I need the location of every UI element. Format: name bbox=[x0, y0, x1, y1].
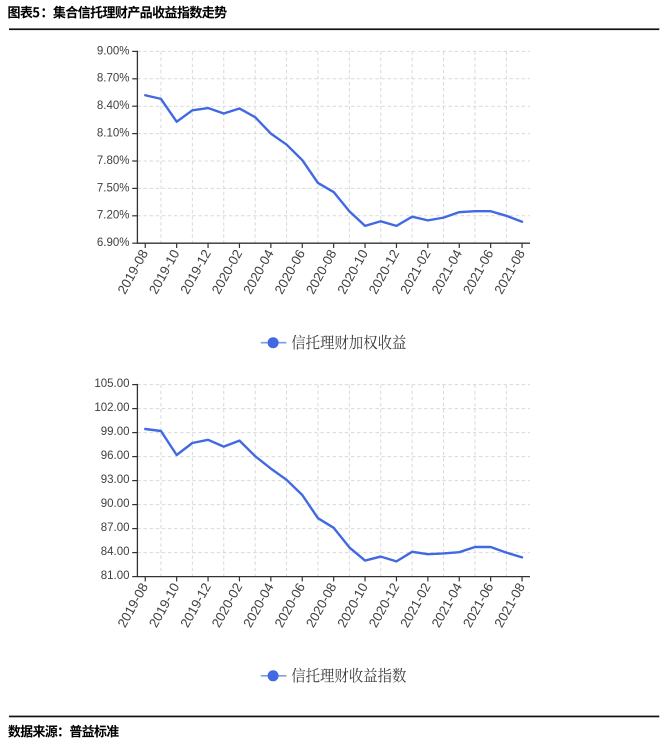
svg-text:6.90%: 6.90% bbox=[97, 237, 130, 249]
svg-text:8.40%: 8.40% bbox=[97, 100, 130, 112]
svg-text:93.00: 93.00 bbox=[101, 474, 130, 486]
svg-text:7.20%: 7.20% bbox=[97, 210, 130, 222]
svg-text:87.00: 87.00 bbox=[101, 522, 130, 534]
svg-text:8.70%: 8.70% bbox=[97, 73, 130, 85]
svg-text:90.00: 90.00 bbox=[101, 498, 130, 510]
svg-text:8.10%: 8.10% bbox=[97, 128, 130, 140]
svg-text:7.50%: 7.50% bbox=[97, 182, 130, 194]
svg-text:84.00: 84.00 bbox=[101, 546, 130, 558]
svg-text:96.00: 96.00 bbox=[101, 450, 130, 462]
svg-text:9.00%: 9.00% bbox=[97, 45, 130, 57]
svg-text:99.00: 99.00 bbox=[101, 426, 130, 438]
svg-text:102.00: 102.00 bbox=[94, 402, 129, 414]
svg-text:81.00: 81.00 bbox=[101, 570, 130, 582]
svg-text:7.80%: 7.80% bbox=[97, 155, 130, 167]
svg-text:105.00: 105.00 bbox=[94, 378, 129, 390]
